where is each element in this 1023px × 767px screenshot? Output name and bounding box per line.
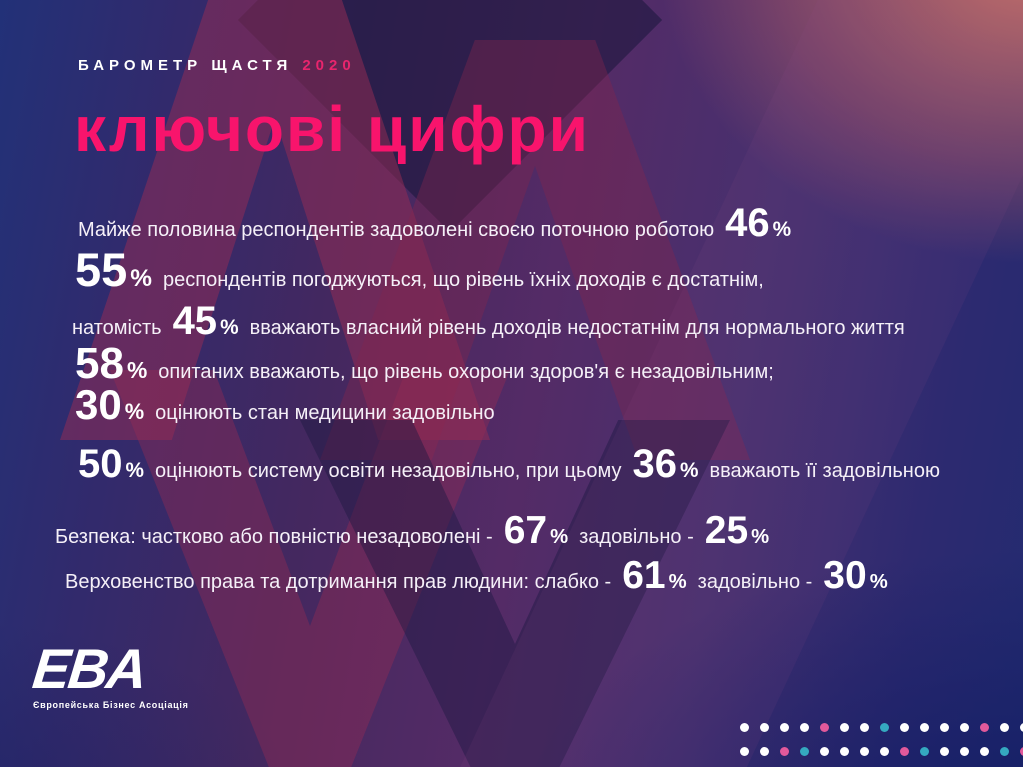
stat-line: 55% респондентів погоджуються, що рівень … [75,246,764,293]
stat-line: Верховенство права та дотримання прав лю… [65,556,888,595]
stat-text: задовільно - [579,526,694,548]
eba-logo-tagline: Європейська Бізнес Асоціація [33,700,189,710]
dot-row [740,747,1023,756]
stat-number: 30% [75,381,145,428]
stat-line: Майже половина респондентів задоволені с… [78,203,791,243]
stat-number: 67% [503,509,569,552]
stat-text: Майже половина респондентів задоволені с… [78,219,715,241]
dot-row [740,723,1023,732]
dot [740,747,749,756]
stat-number: 25% [704,509,770,552]
dot [1000,723,1009,732]
dot [980,747,989,756]
dot [1020,723,1023,732]
eba-logo-text: EBA [29,637,149,700]
stat-line: натомість 45% вважають власний рівень дохо… [72,301,905,341]
dot [900,747,909,756]
stat-number: 46% [725,201,792,245]
eba-logo: EBA Європейська Бізнес Асоціація [29,637,189,710]
dot [900,723,909,732]
stat-number: 30% [823,554,888,597]
stat-text: натомість [72,317,162,339]
kicker: БАРОМЕТР ЩАСТЯ 2020 [78,57,356,74]
dot [880,723,889,732]
stat-number: 61% [622,554,687,597]
stat-line: 50% оцінюють систему освіти незадовільно,… [78,444,940,484]
dot [880,747,889,756]
stat-text: оцінюють стан медицини задовільно [155,402,495,424]
stat-line: 30% оцінюють стан медицини задовільно [75,384,495,426]
dots-pattern [740,723,1023,756]
dot [840,723,849,732]
dot [760,723,769,732]
stat-text: опитаних вважають, що рівень охорони здо… [158,361,774,383]
dot [980,723,989,732]
stat-number: 36% [632,442,699,486]
stat-text: Верховенство права та дотримання прав лю… [65,571,612,593]
page-title: ключові цифри [74,93,590,165]
dot [820,723,829,732]
dot [960,723,969,732]
dot [960,747,969,756]
dot [860,723,869,732]
stat-number: 50% [78,442,144,486]
dot [800,723,809,732]
stat-line: 58% опитаних вважають, що рівень охорони … [75,342,774,386]
stat-text: оцінюють систему освіти незадовільно, пр… [155,460,622,482]
stat-text: вважають її задовільною [709,460,940,482]
dot [860,747,869,756]
kicker-brand: БАРОМЕТР ЩАСТЯ [78,57,293,74]
dot [820,747,829,756]
stat-line: Безпека: частково або повністю незадовол… [55,511,769,550]
dot [920,747,929,756]
dot [1020,747,1023,756]
stat-number: 45% [172,299,239,343]
dot [780,747,789,756]
dot [740,723,749,732]
dot [940,747,949,756]
stat-text: вважають власний рівень доходів недостат… [249,317,905,339]
dot [840,747,849,756]
kicker-year: 2020 [302,57,356,74]
stat-text: респондентів погоджуються, що рівень їхн… [163,269,764,291]
stat-text: задовільно - [697,571,813,593]
stat-text: Безпека: частково або повністю незадовол… [55,526,493,548]
dot [760,747,769,756]
stat-number: 55% [75,243,153,296]
stat-number: 58% [75,339,148,388]
dot [800,747,809,756]
dot [1000,747,1009,756]
dot [920,723,929,732]
dot [940,723,949,732]
dot [780,723,789,732]
